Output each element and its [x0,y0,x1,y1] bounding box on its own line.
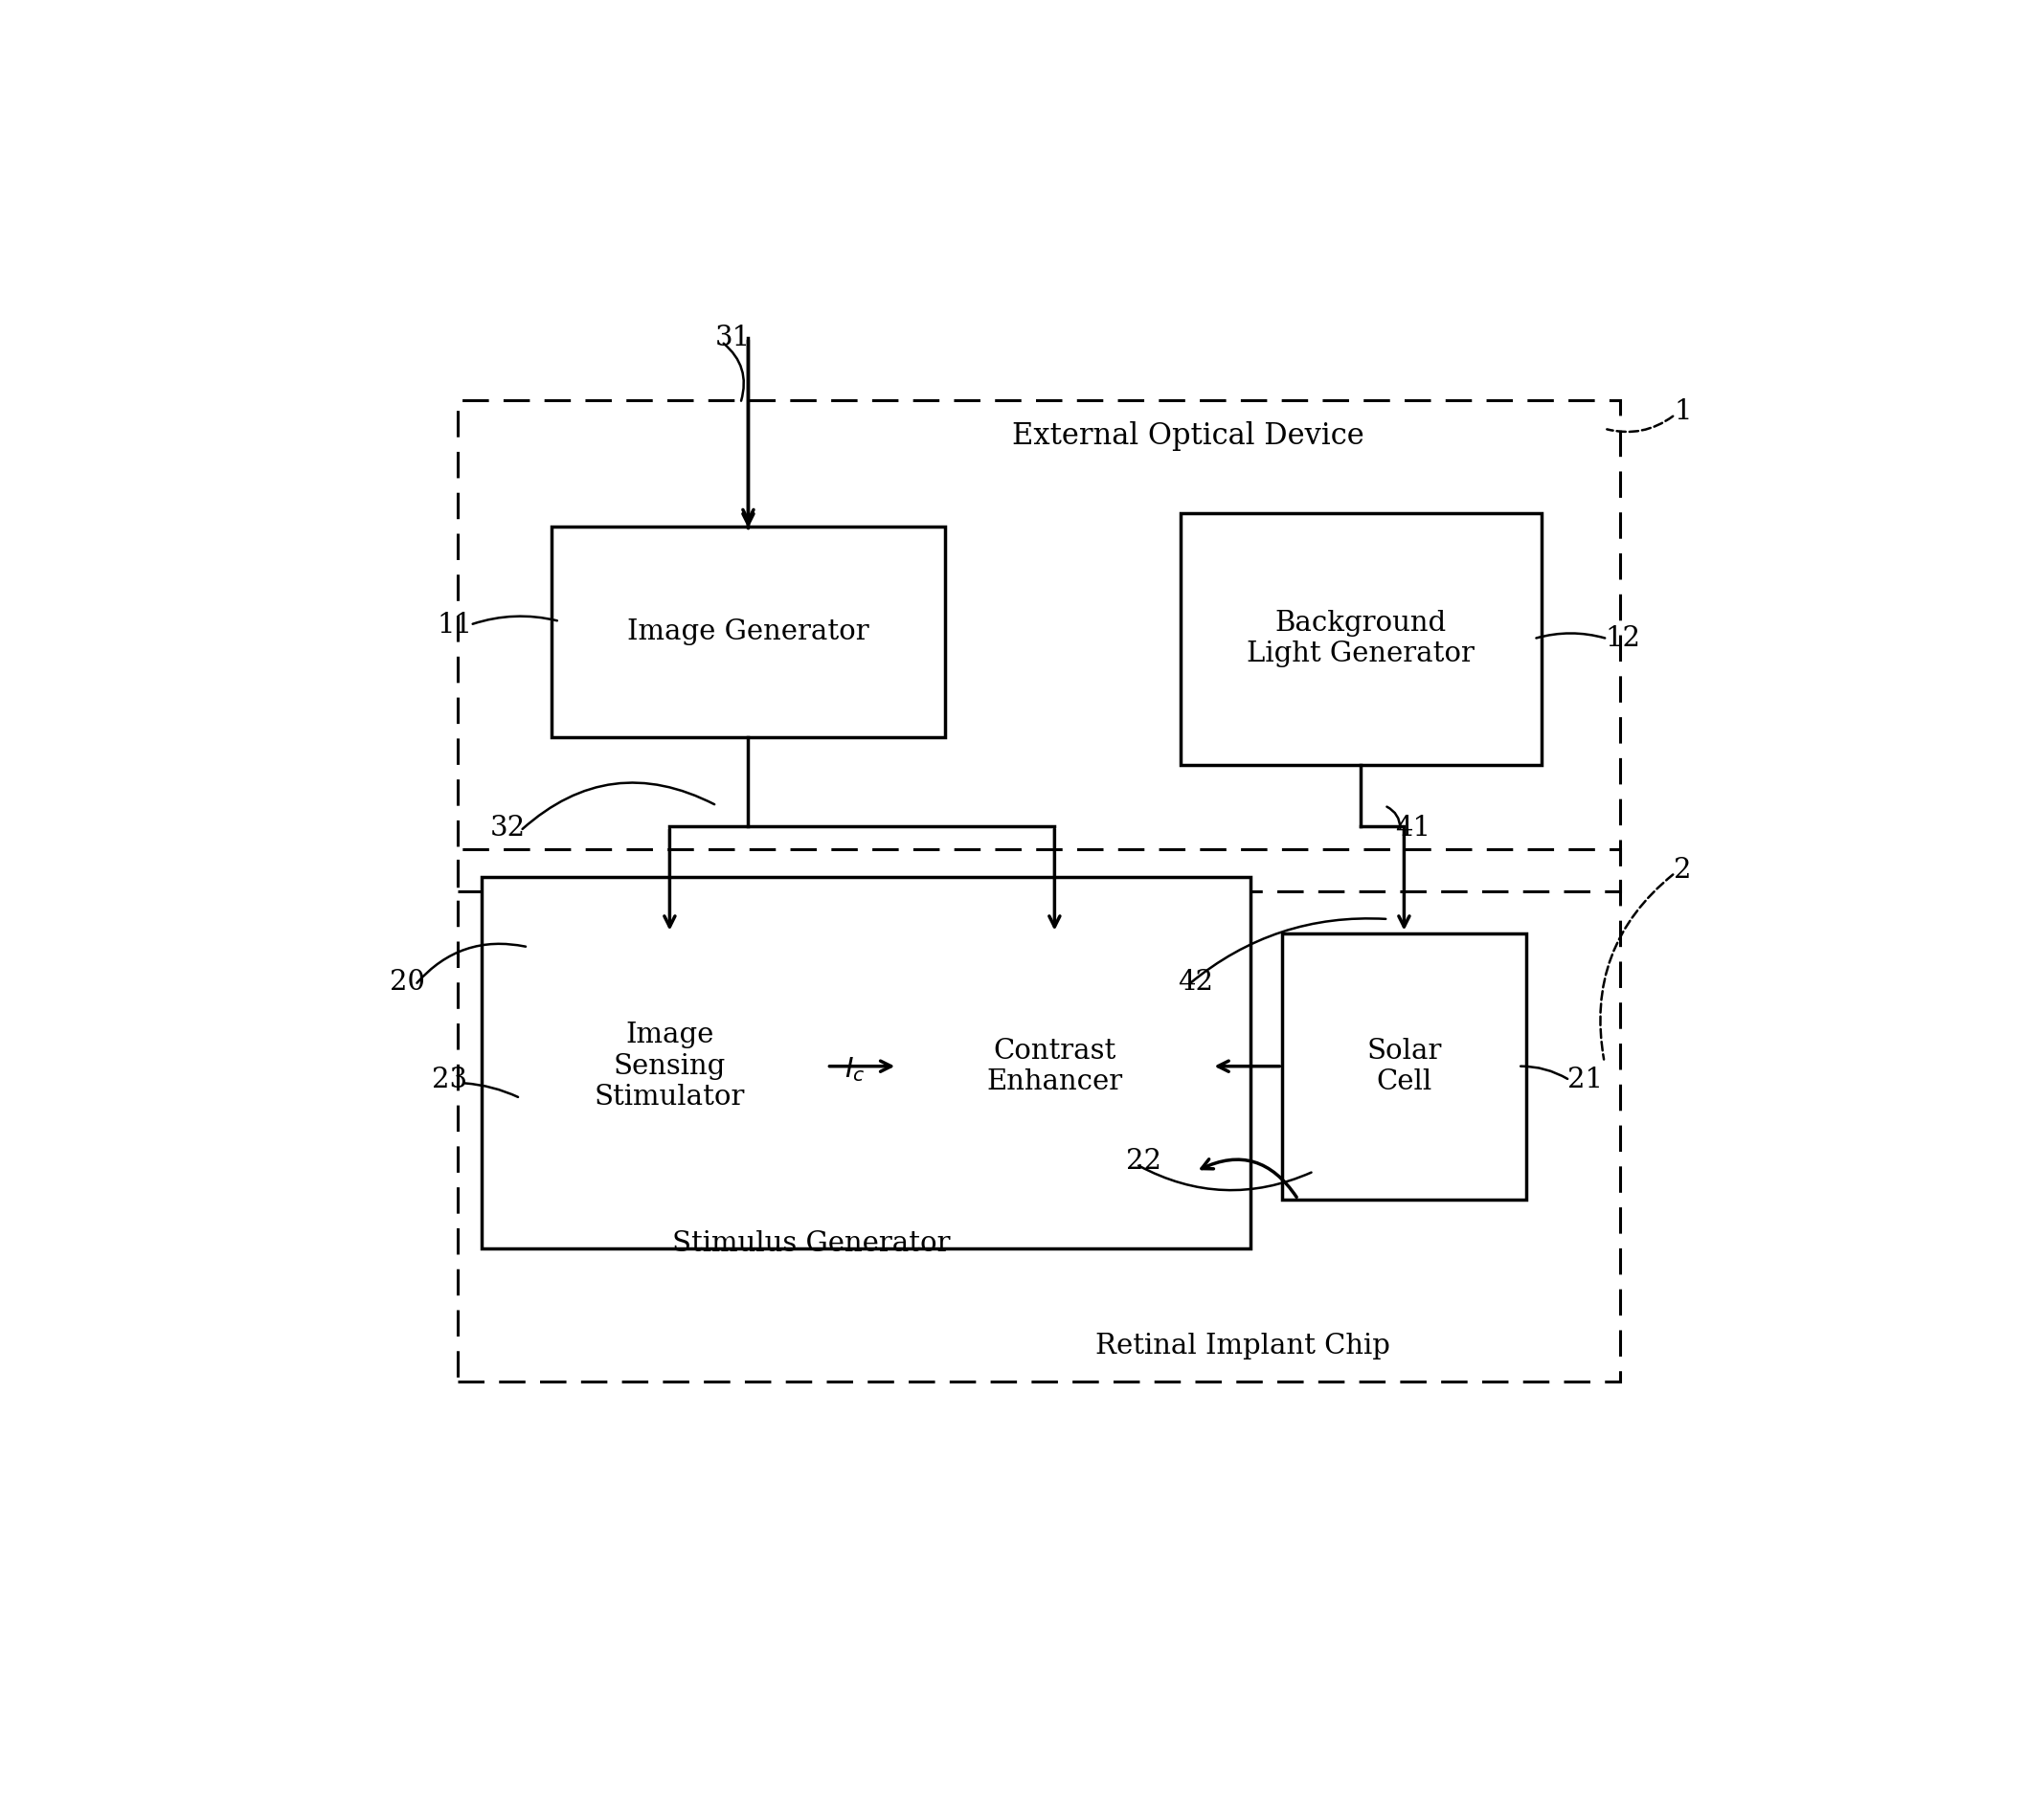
Text: Image
Sensing
Stimulator: Image Sensing Stimulator [594,1021,746,1110]
Text: 42: 42 [1178,968,1214,996]
FancyArrowPatch shape [1536,633,1605,639]
Text: 41: 41 [1395,815,1431,841]
Bar [898,934,1212,1199]
FancyArrowPatch shape [1386,806,1401,828]
Bar [513,934,827,1199]
FancyArrowPatch shape [464,1083,519,1097]
FancyArrowPatch shape [523,783,714,830]
Bar [458,848,1620,1381]
Text: 11: 11 [436,612,472,639]
Bar [480,877,1251,1249]
FancyArrowPatch shape [1190,919,1386,983]
Text: 2: 2 [1674,857,1693,883]
Text: $I_c$: $I_c$ [845,1056,866,1083]
Text: 1: 1 [1674,399,1693,426]
FancyArrowPatch shape [1601,875,1672,1059]
Text: Background
Light Generator: Background Light Generator [1247,610,1476,668]
Text: 20: 20 [389,968,426,996]
FancyArrowPatch shape [1202,1159,1297,1198]
Text: Contrast
Enhancer: Contrast Enhancer [987,1037,1123,1096]
Text: Solar
Cell: Solar Cell [1366,1037,1441,1096]
Text: 31: 31 [716,324,750,351]
Text: 12: 12 [1605,626,1642,652]
Text: 32: 32 [491,815,525,841]
FancyArrowPatch shape [472,617,557,624]
Bar [551,526,945,737]
Text: 23: 23 [432,1067,468,1094]
Bar [458,400,1620,892]
FancyArrowPatch shape [724,344,744,400]
Text: 21: 21 [1567,1067,1603,1094]
FancyArrowPatch shape [1607,417,1672,431]
FancyArrowPatch shape [418,945,525,983]
Bar [1180,513,1541,764]
FancyArrowPatch shape [1139,1165,1311,1190]
Text: Stimulus Generator: Stimulus Generator [673,1230,951,1258]
Text: 22: 22 [1127,1148,1161,1176]
Text: Retinal Implant Chip: Retinal Implant Chip [1097,1332,1391,1360]
FancyArrowPatch shape [1520,1067,1567,1079]
Text: Image Generator: Image Generator [626,619,870,646]
Bar [1283,934,1526,1199]
Text: External Optical Device: External Optical Device [1011,420,1364,451]
